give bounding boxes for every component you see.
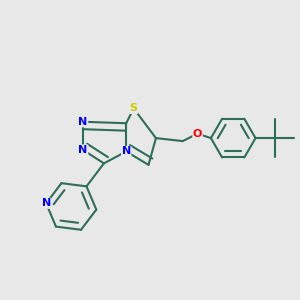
Text: N: N xyxy=(122,146,131,157)
Text: N: N xyxy=(41,198,51,208)
Text: O: O xyxy=(193,129,202,139)
Text: N: N xyxy=(79,145,88,155)
Text: N: N xyxy=(79,117,88,127)
Text: S: S xyxy=(130,103,138,113)
